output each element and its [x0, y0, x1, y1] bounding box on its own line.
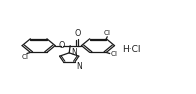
Text: Cl: Cl — [22, 54, 29, 60]
Text: H·Cl: H·Cl — [122, 45, 141, 54]
Text: O: O — [74, 29, 81, 38]
Text: O: O — [59, 41, 65, 50]
Text: N: N — [71, 48, 76, 57]
Text: Cl: Cl — [104, 30, 111, 36]
Text: Cl: Cl — [111, 51, 118, 57]
Text: N: N — [76, 62, 82, 71]
